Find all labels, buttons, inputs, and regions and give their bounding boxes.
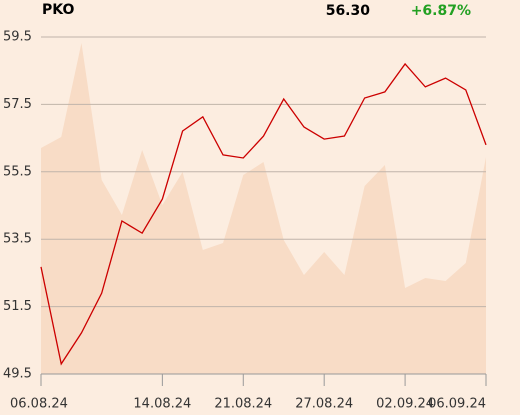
volume-area: [41, 43, 486, 374]
x-tick-label: 27.08.24: [295, 397, 353, 412]
y-tick-label: 57.5: [3, 97, 32, 112]
y-tick-label: 53.5: [3, 232, 32, 247]
x-tick-label: 02.09.24: [376, 397, 434, 412]
y-tick-label: 49.5: [3, 367, 32, 382]
y-tick-label: 51.5: [3, 299, 32, 314]
chart-title: PKO: [42, 2, 74, 18]
price-change: +6.87%: [411, 3, 471, 19]
y-tick-label: 55.5: [3, 164, 32, 179]
x-tick-label: 14.08.24: [133, 397, 191, 412]
price-line: [40, 62, 487, 366]
x-tick-label: 06.09.24: [428, 397, 486, 412]
x-tick-label: 06.08.24: [10, 397, 68, 412]
last-price: 56.30: [326, 3, 371, 19]
x-tick-label: 21.08.24: [214, 397, 272, 412]
y-tick-label: 59.5: [3, 30, 32, 45]
